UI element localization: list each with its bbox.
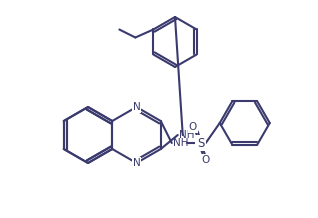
Text: O: O <box>202 155 210 165</box>
Text: NH: NH <box>179 130 194 140</box>
Text: S: S <box>197 136 204 150</box>
Text: N: N <box>133 158 140 168</box>
Text: NH: NH <box>173 138 188 148</box>
Text: O: O <box>189 122 197 132</box>
Text: N: N <box>133 102 140 112</box>
